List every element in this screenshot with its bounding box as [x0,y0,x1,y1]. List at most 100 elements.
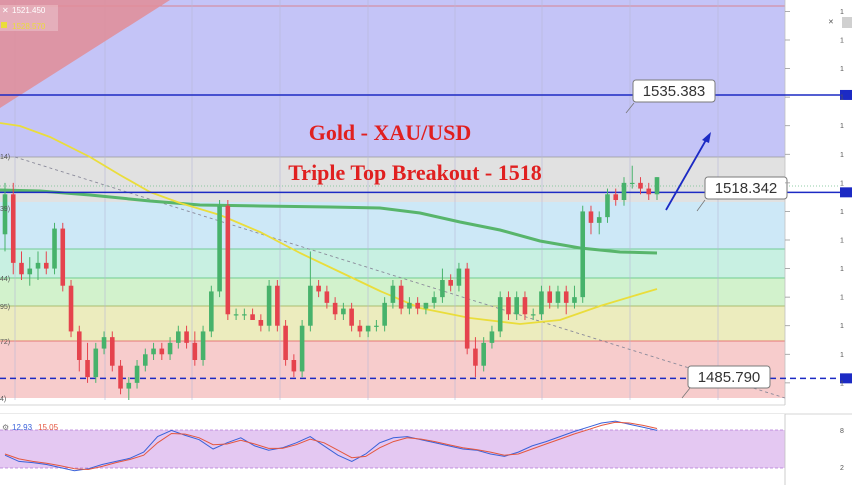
callout-box [687,365,771,389]
candle-bullish [242,314,247,316]
zone-gray [0,157,785,202]
oscillator-k-line [4,420,658,472]
symbol-legend: ✕ 1521.450 1528.570 [0,5,58,31]
candle-bearish [398,285,404,309]
indicator-d-value: 15.05 [38,423,59,432]
callout-pointer [625,102,635,114]
candle-bullish [209,291,214,332]
close-panel-icon[interactable]: ✕ [828,19,834,26]
indicator-panel: ⚙ 12.93 15.05 8 2 [0,414,844,485]
legend-swatch [1,22,7,28]
legend-background [0,5,58,31]
level-price-tag [840,187,852,198]
candle-bullish [431,297,437,303]
candle-bullish [621,182,627,200]
candle-bullish [374,325,379,327]
callout-pointer [696,199,706,212]
candle-bullish [341,308,346,315]
axis-tick-label: 1 [840,266,844,273]
candle-bullish [93,348,99,378]
candle-bullish [580,211,586,298]
zone-blue [0,0,785,157]
candle-bullish [52,228,57,269]
candle-bullish [481,342,486,366]
candle-bearish [448,280,453,286]
candle-bullish [539,291,544,315]
candle-bullish [456,268,462,286]
candle-bearish [588,211,594,223]
right-axis-area [785,0,852,412]
axis-tick-label: 1 [840,123,844,130]
candle-bearish [506,297,511,315]
axis-tick-label: 1 [840,180,844,187]
callout-1535: 1535.383 [625,79,716,114]
background-zones [0,0,852,412]
candle-bullish [35,262,41,269]
zone-yellow [0,306,785,341]
candle-bullish [233,314,239,316]
candle-bearish [60,228,66,286]
callout-label: 1485.790 [698,369,761,386]
drawing-triangle [0,0,170,108]
candle-bearish [464,268,470,349]
clipped-label: 44) [0,276,10,283]
clipped-label: 39) [0,206,10,213]
callout-1518: 1518.342 [696,176,788,212]
candle-bearish [250,314,255,320]
dashed-trendline [14,156,786,399]
indicator-band [0,430,785,468]
candle-bearish [258,320,264,326]
level-price-tag [840,373,852,384]
scale-toggle-button[interactable] [842,17,852,28]
candle-bearish [415,302,420,309]
level-price-tag [840,89,852,100]
candle-bearish [357,325,363,332]
candle-bearish [283,325,288,360]
breakout-arrow-head [702,132,711,143]
axis-tick-label: 1 [840,238,844,245]
candle-bullish [126,382,132,389]
candle-bearish [324,291,330,303]
candle-bearish [646,188,652,195]
candle-bullish [572,297,577,303]
oscillator-d-line [4,421,658,471]
right-axis-ticks: 1 1 1 1 1 1 1 1 1 1 1 1 1 1 [785,9,844,387]
clipped-label: 72) [0,339,10,346]
candle-bearish [184,331,189,343]
left-clipped-labels: 14) 39) 44) 95) 72) 4) [0,154,10,403]
candle-bullish [365,325,371,332]
candlestick-series [2,165,660,400]
axis-tick-label: 1 [840,323,844,330]
candle-bearish [275,285,280,326]
candle-bearish [613,194,619,200]
candle-bullish [299,325,305,372]
zone-mint [0,249,785,278]
close-icon[interactable]: ✕ [2,6,9,15]
callout-label: 1518.342 [715,180,778,197]
top-right-controls: ✕ [828,17,852,28]
candle-bearish [638,182,643,189]
moving-average-slow [0,188,658,255]
candle-bullish [217,205,222,292]
axis-tick-label: 1 [840,152,844,159]
settings-icon[interactable]: ⚙ [2,423,9,432]
candle-bearish [19,262,24,275]
axis-tick-label: 1 [840,295,844,302]
candle-bearish [522,297,528,315]
callout-box [632,79,716,103]
candle-bearish [85,360,90,378]
zone-pink [0,341,785,398]
candle-bullish [514,297,519,315]
axis-tick-label: 1 [840,380,844,387]
callout-pointer [681,387,691,399]
candle-bullish [200,331,206,360]
candle-bullish [101,337,107,349]
indicator-axis-label: 2 [840,465,844,472]
candle-bearish [225,205,231,315]
candle-bearish [316,285,321,292]
clipped-label: 14) [0,154,10,161]
candle-bearish [159,348,165,355]
candle-bullish [489,331,495,343]
indicator-axis-label: 8 [840,428,844,435]
